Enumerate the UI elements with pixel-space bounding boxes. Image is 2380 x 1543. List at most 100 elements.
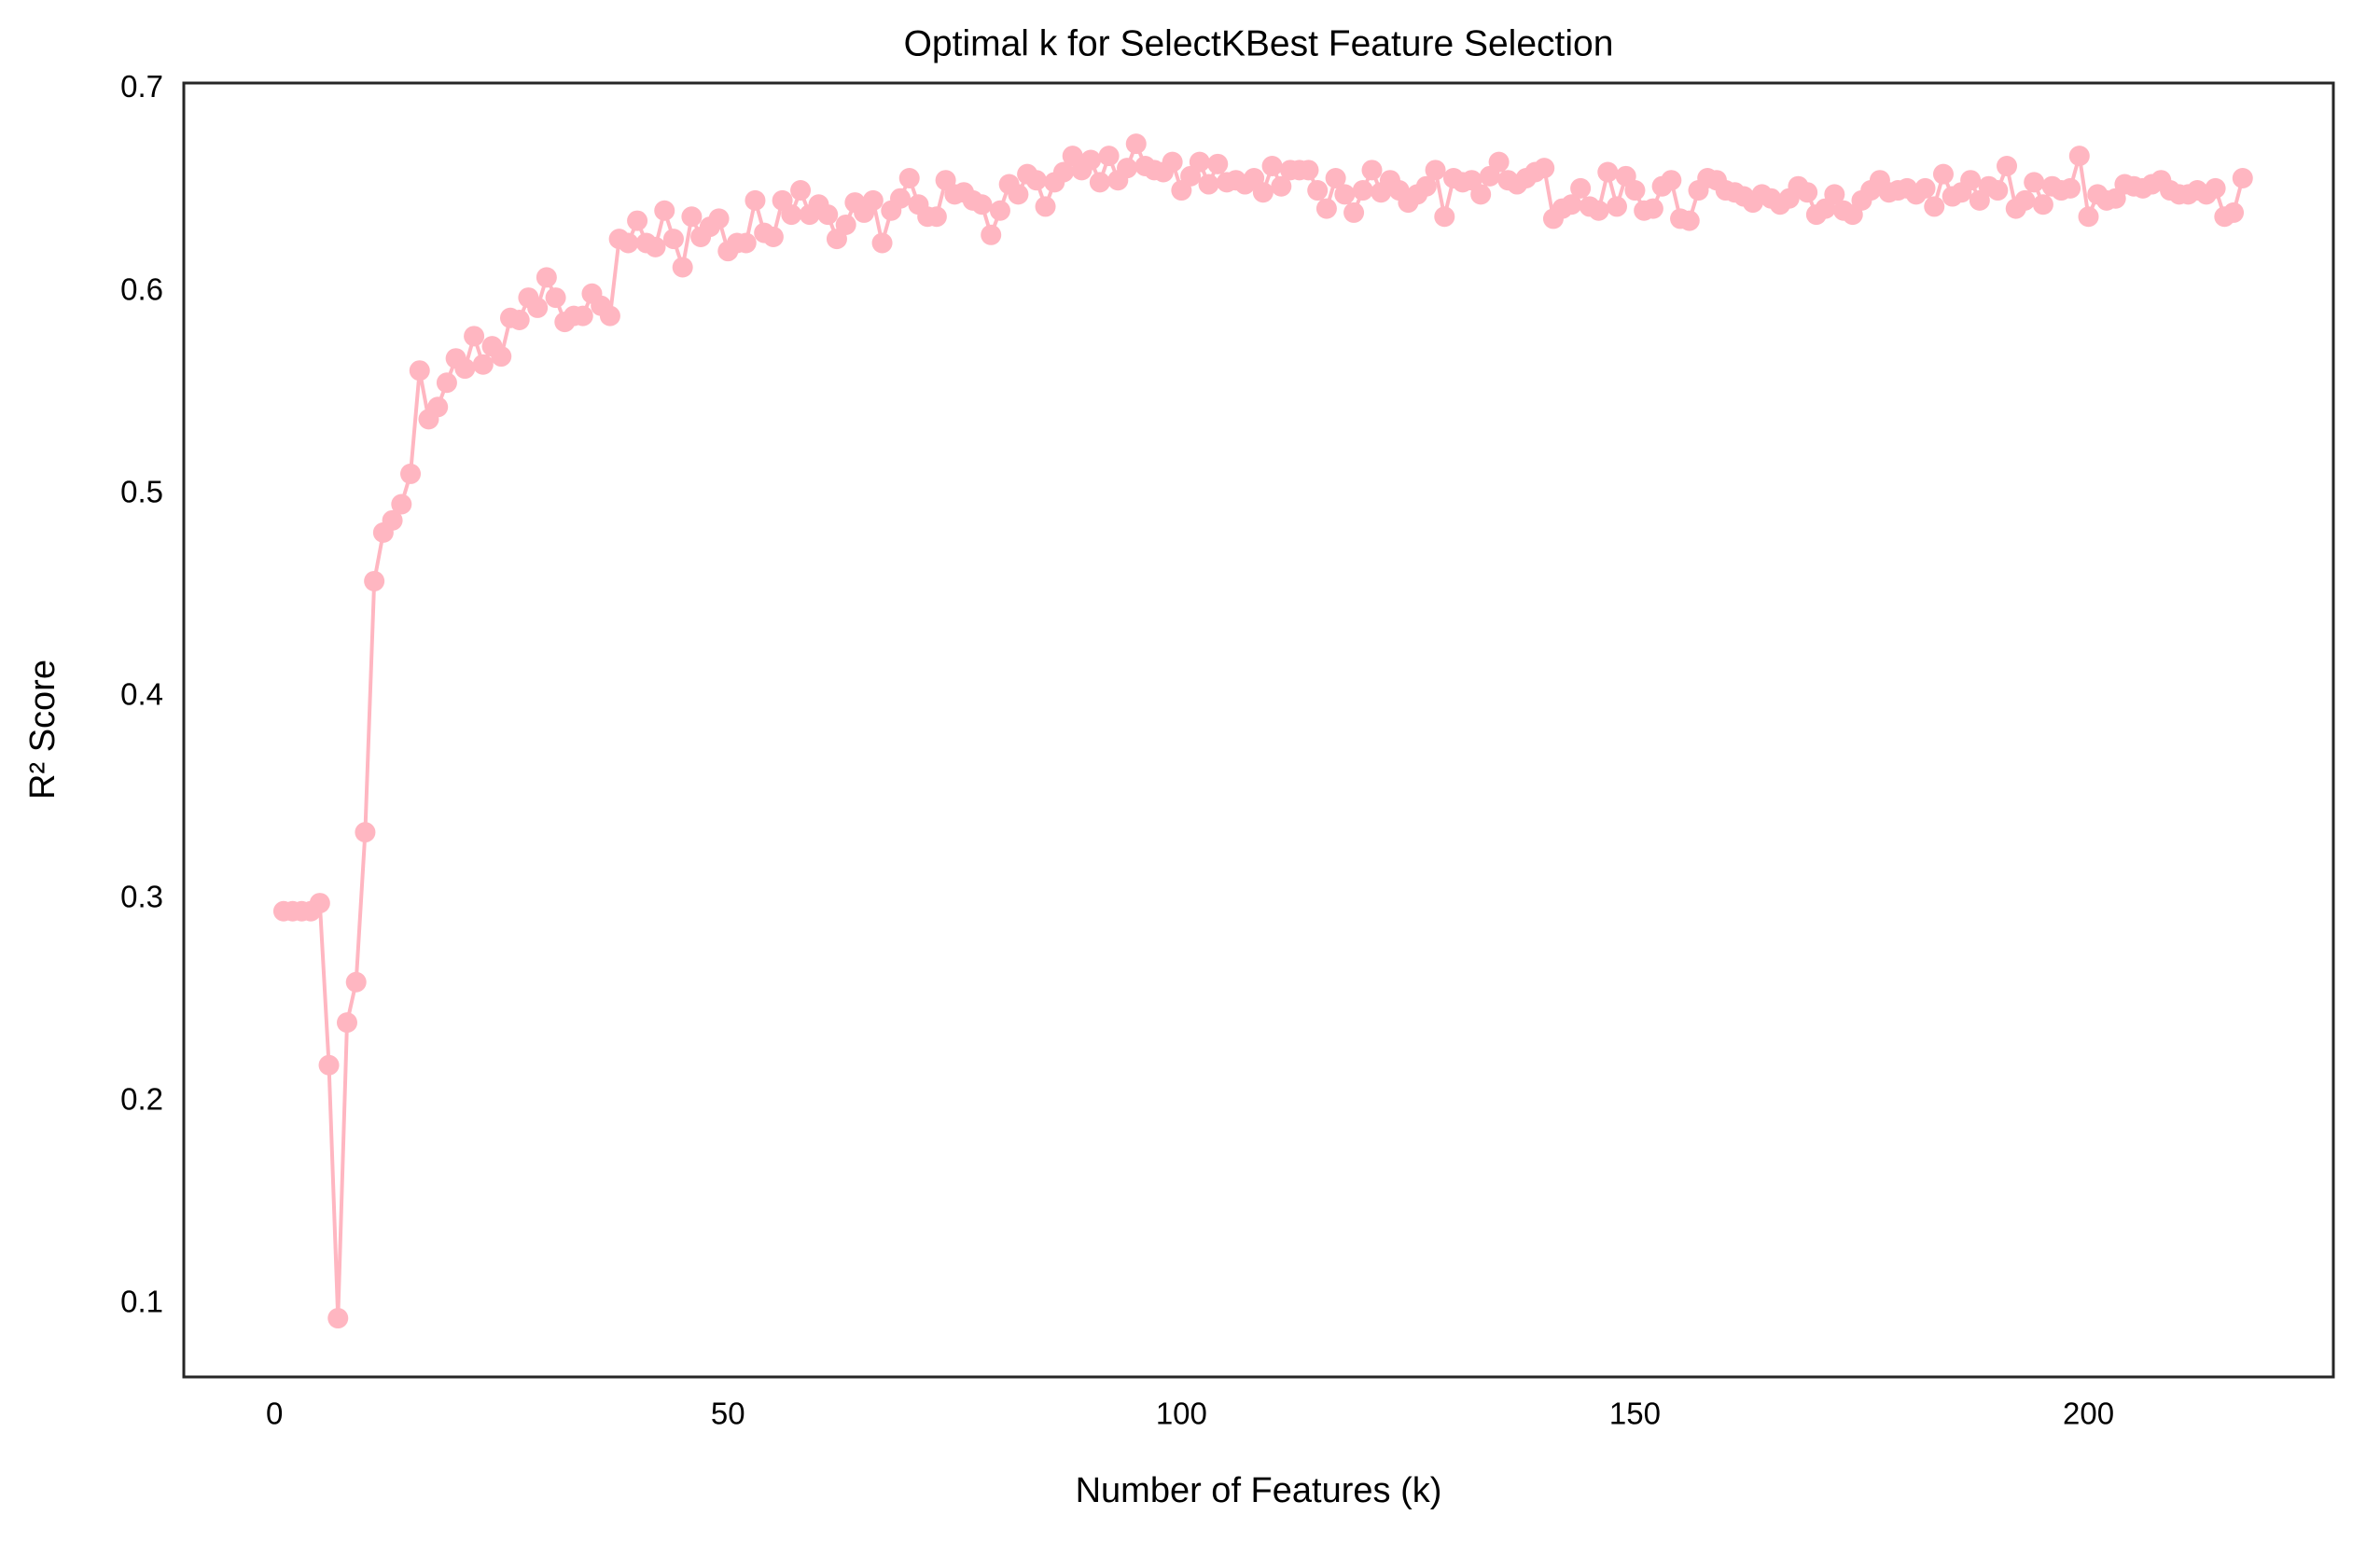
marker bbox=[745, 189, 766, 211]
marker bbox=[1307, 180, 1329, 202]
x-axis-label: Number of Features (k) bbox=[1076, 1471, 1442, 1510]
marker bbox=[681, 206, 703, 228]
marker bbox=[898, 168, 920, 189]
y-axis-label: R² Score bbox=[23, 660, 63, 799]
y-tick-label: 0.1 bbox=[120, 1285, 163, 1319]
marker bbox=[345, 971, 367, 993]
marker bbox=[572, 305, 593, 327]
marker bbox=[926, 206, 947, 228]
marker bbox=[364, 570, 385, 591]
marker bbox=[890, 188, 911, 209]
marker bbox=[1080, 149, 1102, 171]
marker bbox=[1661, 170, 1682, 191]
marker bbox=[400, 463, 422, 484]
marker bbox=[781, 204, 802, 226]
y-tick-label: 0.3 bbox=[120, 879, 163, 913]
marker bbox=[1361, 160, 1383, 181]
marker bbox=[1261, 155, 1283, 176]
y-tick-label: 0.2 bbox=[120, 1082, 163, 1117]
marker bbox=[645, 236, 666, 257]
marker bbox=[545, 287, 566, 309]
marker bbox=[2078, 206, 2099, 228]
marker bbox=[1607, 196, 1627, 217]
marker bbox=[1352, 180, 1373, 202]
marker bbox=[1343, 202, 1365, 223]
marker bbox=[1678, 210, 1700, 231]
marker bbox=[1315, 198, 1337, 219]
marker bbox=[618, 232, 639, 254]
marker bbox=[971, 194, 993, 215]
marker bbox=[1271, 175, 1292, 197]
marker bbox=[654, 200, 675, 221]
marker bbox=[1642, 198, 1663, 219]
marker bbox=[1488, 151, 1510, 173]
marker bbox=[1035, 196, 1056, 217]
plot-frame bbox=[182, 81, 2335, 1379]
marker bbox=[2060, 177, 2081, 199]
marker bbox=[1588, 200, 1609, 221]
marker bbox=[1334, 184, 1356, 205]
marker bbox=[2014, 189, 2036, 211]
marker bbox=[508, 309, 530, 330]
marker bbox=[627, 210, 648, 231]
marker bbox=[1162, 151, 1183, 173]
y-tick-label: 0.7 bbox=[120, 69, 163, 104]
marker bbox=[1125, 133, 1147, 155]
marker bbox=[491, 346, 512, 368]
marker bbox=[1470, 184, 1492, 205]
marker bbox=[2232, 168, 2253, 189]
marker bbox=[1914, 177, 1936, 199]
marker bbox=[708, 208, 730, 229]
marker bbox=[989, 200, 1010, 221]
marker bbox=[1425, 160, 1446, 181]
marker bbox=[1117, 158, 1138, 179]
marker bbox=[1252, 182, 1274, 203]
marker bbox=[835, 214, 856, 235]
marker bbox=[981, 224, 1002, 245]
marker bbox=[1189, 151, 1210, 173]
marker bbox=[1987, 180, 2009, 202]
marker bbox=[454, 358, 476, 380]
x-tick-label: 0 bbox=[266, 1397, 283, 1431]
marker bbox=[862, 189, 884, 211]
marker bbox=[672, 257, 693, 278]
marker bbox=[1025, 170, 1047, 191]
chart-title: Optimal k for SelectKBest Feature Select… bbox=[904, 23, 1614, 63]
y-tick-label: 0.5 bbox=[120, 474, 163, 508]
marker bbox=[2024, 172, 2045, 193]
marker bbox=[336, 1012, 357, 1034]
marker bbox=[735, 232, 757, 254]
marker bbox=[1597, 161, 1619, 183]
marker bbox=[2032, 194, 2053, 215]
marker bbox=[427, 396, 449, 418]
marker bbox=[1561, 194, 1582, 215]
marker bbox=[527, 297, 549, 318]
marker bbox=[762, 226, 784, 247]
x-tick-label: 150 bbox=[1609, 1397, 1661, 1431]
marker bbox=[1624, 180, 1646, 202]
marker bbox=[1997, 155, 2018, 176]
marker bbox=[1960, 170, 1982, 191]
marker bbox=[409, 360, 430, 382]
x-tick-label: 200 bbox=[2063, 1397, 2114, 1431]
marker bbox=[382, 509, 403, 531]
marker bbox=[327, 1308, 349, 1329]
marker bbox=[599, 305, 620, 327]
marker bbox=[1932, 163, 1954, 185]
marker bbox=[1824, 184, 1845, 205]
marker bbox=[391, 493, 412, 515]
marker bbox=[1098, 146, 1120, 167]
marker bbox=[1415, 175, 1437, 197]
marker bbox=[790, 180, 812, 202]
marker bbox=[536, 267, 557, 288]
x-tick-label: 50 bbox=[711, 1397, 745, 1431]
marker bbox=[1008, 184, 1029, 205]
marker bbox=[1198, 174, 1219, 195]
marker bbox=[1298, 160, 1319, 181]
marker bbox=[1570, 177, 1592, 199]
marker bbox=[309, 893, 330, 914]
marker bbox=[2205, 177, 2226, 199]
marker bbox=[2068, 146, 2090, 167]
marker bbox=[871, 232, 893, 254]
marker bbox=[355, 822, 376, 843]
